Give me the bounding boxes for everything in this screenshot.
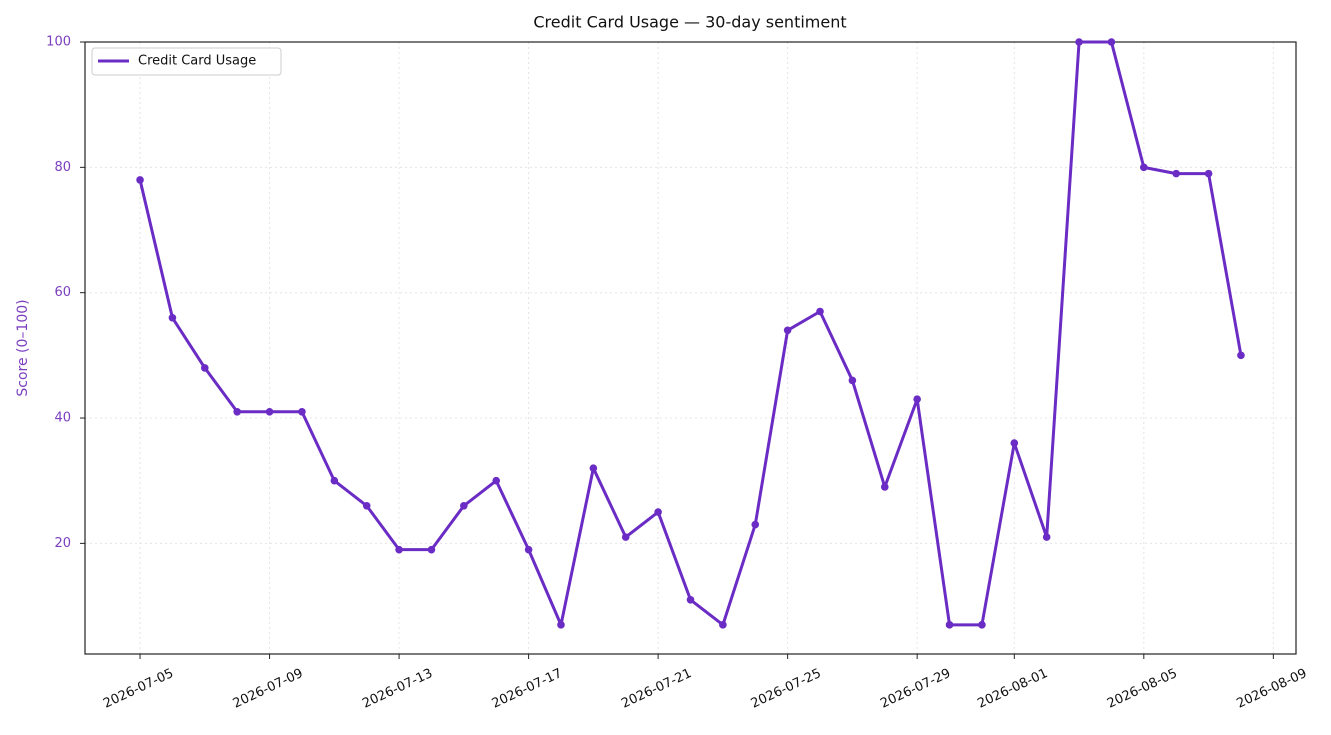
legend-box: [91, 47, 282, 76]
data-line: [138, 40, 1243, 627]
data-point: [168, 313, 177, 322]
data-point: [395, 545, 403, 554]
data-point: [362, 501, 371, 510]
data-point: [1237, 351, 1245, 360]
data-point: [1140, 163, 1148, 172]
y-axis-label: Score (0–100): [15, 299, 31, 396]
data-point: [848, 376, 857, 385]
data-point: [524, 545, 533, 554]
plot-frame: [84, 41, 1297, 655]
data-point: [686, 595, 695, 604]
data-point: [621, 533, 630, 541]
chart-title: Credit Card Usage — 30-day sentiment: [533, 13, 846, 32]
data-point: [978, 621, 986, 629]
x-tick-label: 2026-07-17: [490, 666, 565, 712]
data-point: [1204, 169, 1213, 178]
data-point: [427, 545, 436, 554]
x-tick-label: 2026-08-01: [975, 666, 1050, 712]
x-tick-label: 2026-08-09: [1234, 666, 1309, 712]
data-point: [816, 307, 824, 316]
data-point: [492, 476, 501, 485]
y-tick-label: 60: [54, 285, 71, 300]
data-point: [1010, 439, 1019, 447]
data-point: [589, 464, 598, 472]
data-point: [265, 407, 274, 416]
x-tick-label: 2026-07-09: [231, 666, 306, 712]
y-tick-label: 100: [46, 35, 71, 50]
legend: Credit Card Usage: [91, 47, 282, 76]
data-point: [751, 520, 760, 529]
data-point: [136, 176, 144, 184]
data-point: [1107, 38, 1116, 46]
x-tick-label: 2026-07-25: [749, 666, 824, 712]
data-point: [945, 621, 954, 629]
data-point: [298, 407, 306, 416]
data-point: [557, 621, 565, 629]
x-tick-label: 2026-08-05: [1105, 666, 1180, 712]
data-point: [783, 326, 792, 335]
data-point: [460, 501, 468, 510]
data-point: [913, 395, 921, 404]
data-point: [654, 508, 662, 516]
data-point: [880, 483, 889, 491]
x-tick-label: 2026-07-21: [619, 666, 694, 712]
data-point: [201, 364, 209, 372]
y-tick-label: 80: [54, 160, 71, 175]
data-point: [330, 476, 339, 485]
legend-label: Credit Card Usage: [138, 54, 256, 69]
x-tick-label: 2026-07-05: [101, 666, 176, 712]
data-point: [719, 621, 727, 629]
x-tick-label: 2026-07-13: [360, 666, 435, 712]
x-tick-label: 2026-07-29: [878, 666, 953, 712]
data-point: [1042, 533, 1051, 541]
data-point: [1075, 38, 1083, 46]
data-point: [233, 407, 241, 416]
y-tick-label: 40: [54, 411, 71, 426]
data-point: [1172, 169, 1180, 178]
y-tick-label: 20: [54, 536, 71, 551]
